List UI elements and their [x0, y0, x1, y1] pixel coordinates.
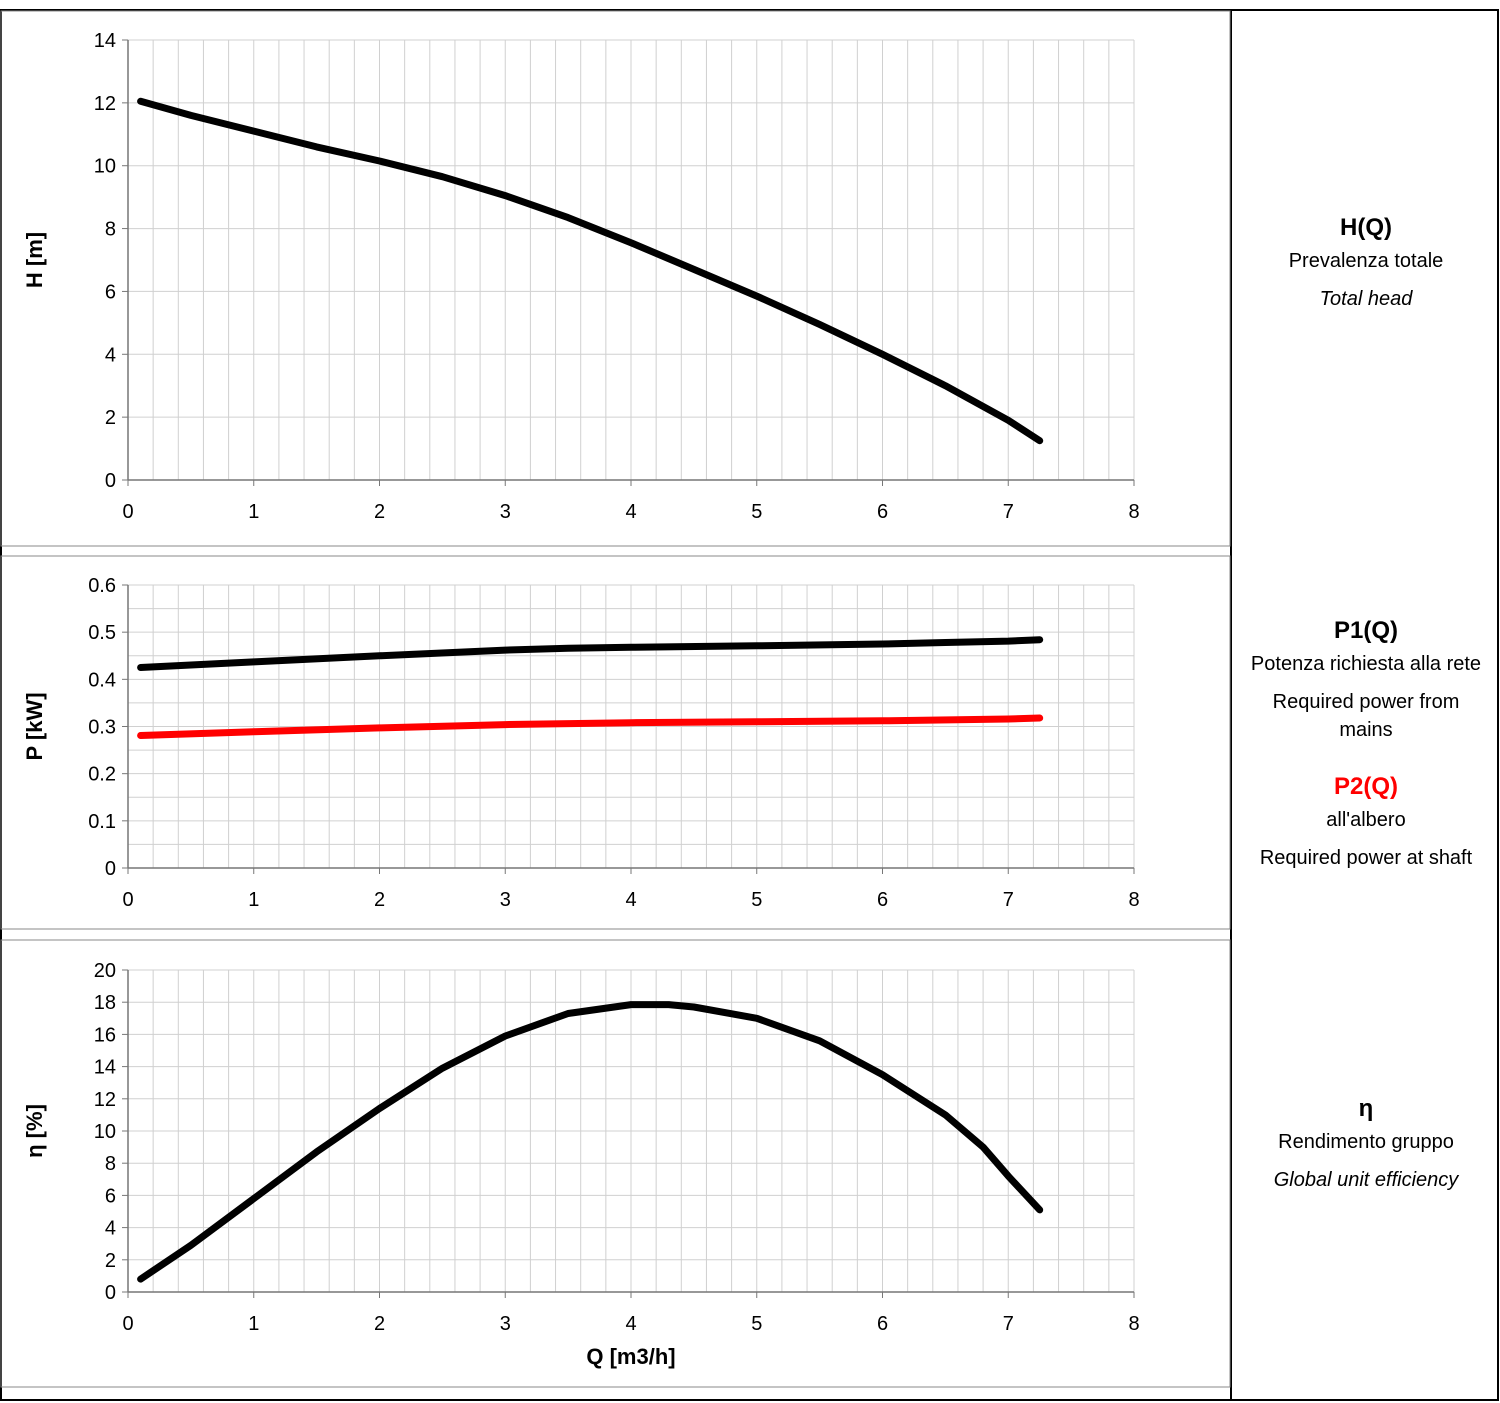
y-axis-label: η [%]	[22, 1104, 47, 1158]
panel-frame-head	[0, 10, 1231, 547]
x-tick-label: 6	[877, 501, 888, 523]
x-axis-label: Q [m3/h]	[586, 1344, 675, 1369]
legend-eta-title: η	[1358, 1095, 1374, 1122]
y-tick-label: 8	[105, 219, 116, 241]
panel-frame-efficiency	[0, 939, 1231, 1388]
x-tick-label: 8	[1128, 501, 1139, 523]
y-tick-label: 12	[94, 1089, 116, 1111]
series-line-P2(Q)	[137, 714, 1044, 739]
x-tick-label: 0	[122, 501, 133, 523]
legend-power: P1(Q) Potenza richiesta alla rete Requir…	[1232, 616, 1500, 872]
y-tick-label: 0.3	[88, 717, 116, 739]
legend-efficiency: η Rendimento gruppo Global unit efficien…	[1232, 1094, 1500, 1194]
y-tick-label: 18	[94, 992, 116, 1014]
legend-p2-line-2: Required power at shaft	[1259, 847, 1473, 869]
y-tick-label: 6	[105, 281, 116, 303]
x-tick-label: 7	[1003, 501, 1014, 523]
legend-p1-title: P1(Q)	[1333, 617, 1398, 644]
legend-eta-line-1: Rendimento gruppo	[1278, 1131, 1454, 1153]
x-tick-label: 6	[877, 889, 888, 911]
y-tick-label: 0	[105, 858, 116, 880]
panel-frame-power	[0, 555, 1231, 930]
legend-eta-line-2: Global unit efficiency	[1273, 1169, 1459, 1191]
y-tick-label: 0.5	[88, 622, 116, 644]
x-tick-label: 8	[1128, 1313, 1139, 1335]
legend-p2-line-1: all'albero	[1326, 809, 1406, 831]
y-tick-label: 0.2	[88, 764, 116, 786]
x-tick-label: 2	[374, 889, 385, 911]
x-tick-label: 5	[751, 501, 762, 523]
y-tick-label: 0	[105, 470, 116, 492]
y-tick-label: 0.4	[88, 669, 116, 691]
y-tick-label: 20	[94, 960, 116, 982]
y-tick-label: 12	[94, 93, 116, 115]
y-axis-label: H [m]	[22, 232, 47, 288]
legend-p2-title: P2(Q)	[1333, 773, 1398, 800]
x-tick-label: 1	[248, 1313, 259, 1335]
x-tick-label: 3	[500, 501, 511, 523]
y-tick-label: 0.1	[88, 811, 116, 833]
y-tick-label: 10	[94, 156, 116, 178]
x-tick-label: 5	[751, 889, 762, 911]
y-tick-label: 10	[94, 1121, 116, 1143]
x-tick-label: 7	[1003, 1313, 1014, 1335]
x-tick-label: 0	[122, 1313, 133, 1335]
y-tick-label: 2	[105, 1250, 116, 1272]
y-tick-label: 14	[94, 30, 116, 52]
y-tick-label: 16	[94, 1024, 116, 1046]
x-tick-label: 6	[877, 1313, 888, 1335]
x-tick-label: 4	[625, 1313, 636, 1335]
y-tick-label: 4	[105, 344, 116, 366]
y-tick-label: 4	[105, 1218, 116, 1240]
legend-head: H(Q) Prevalenza totale Total head	[1232, 213, 1500, 313]
chart-1: 0 0.1 0.2 0.3 0.4 0.5 0.6 0 1 2 3 4 5 6 7 8 P [kW]	[22, 575, 1140, 911]
x-tick-label: 1	[248, 889, 259, 911]
series-line-curve-2	[137, 1001, 1044, 1283]
x-tick-label: 0	[122, 889, 133, 911]
x-tick-label: 3	[500, 889, 511, 911]
y-tick-label: 6	[105, 1185, 116, 1207]
y-tick-label: 8	[105, 1153, 116, 1175]
y-axis-label: P [kW]	[22, 692, 47, 760]
legend-head-line-2: Total head	[1319, 288, 1413, 310]
x-tick-label: 8	[1128, 889, 1139, 911]
x-tick-label: 5	[751, 1313, 762, 1335]
x-tick-label: 3	[500, 1313, 511, 1335]
legend-p1-line-2: Required power from mains	[1272, 691, 1460, 741]
x-tick-label: 2	[374, 501, 385, 523]
x-tick-label: 2	[374, 1313, 385, 1335]
y-tick-label: 14	[94, 1057, 116, 1079]
series-line-curve-0	[137, 97, 1044, 445]
y-tick-label: 0	[105, 1282, 116, 1304]
series-line-P1(Q)	[137, 636, 1044, 671]
y-tick-label: 2	[105, 407, 116, 429]
legend-p1-line-1: Potenza richiesta alla rete	[1250, 653, 1482, 675]
legend-head-title: H(Q)	[1340, 214, 1392, 241]
x-tick-label: 4	[625, 501, 636, 523]
y-tick-label: 0.6	[88, 575, 116, 597]
legend-head-line-1: Prevalenza totale	[1288, 250, 1444, 272]
x-tick-label: 1	[248, 501, 259, 523]
x-tick-label: 7	[1003, 889, 1014, 911]
x-tick-label: 4	[625, 889, 636, 911]
